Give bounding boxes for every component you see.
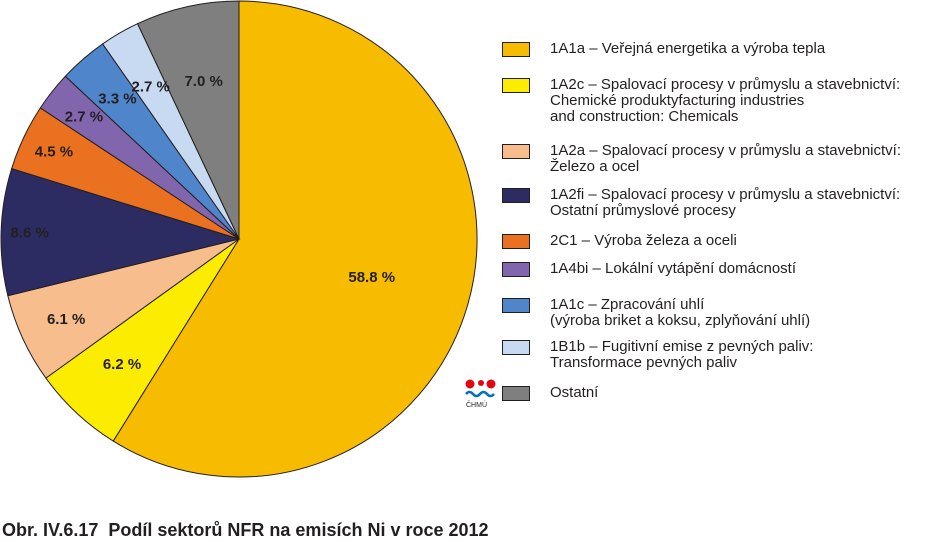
- legend-swatch: [502, 234, 530, 249]
- legend-label: 1A2a – Spalovací procesy v průmyslu a st…: [550, 142, 902, 175]
- figure-caption: Obr. IV.6.17 Podíl sektorů NFR na emisíc…: [2, 520, 489, 540]
- slice-value-label: 2.7 %: [65, 109, 103, 126]
- slice-value-label: 2.7 %: [132, 79, 170, 96]
- chmu-logo-icon: [465, 379, 496, 398]
- legend-swatch: [502, 386, 530, 401]
- legend-swatch: [502, 42, 530, 57]
- legend-swatch: [502, 78, 530, 93]
- pie-slice: [136, 0, 240, 240]
- legend-swatch: [502, 298, 530, 313]
- legend-swatch: [502, 144, 530, 159]
- legend-label: 1B1b – Fugitivní emise z pevných paliv: …: [550, 338, 814, 371]
- legend-label: Ostatní: [550, 384, 599, 401]
- legend-label: 1A2c – Spalovací procesy v průmyslu a st…: [550, 76, 901, 125]
- pie-slice: [0, 167, 241, 297]
- slice-value-label: 4.5 %: [35, 143, 73, 160]
- slice-value-label: 7.0 %: [184, 73, 222, 90]
- legend-label: 1A2fi – Spalovací procesy v průmyslu a s…: [550, 186, 901, 219]
- legend-label: 1A1a – Veřejná energetika a výroba tepla: [550, 40, 826, 57]
- legend-swatch: [502, 262, 530, 277]
- slice-value-label: 3.3 %: [98, 91, 136, 108]
- slice-value-label: 8.6 %: [10, 225, 48, 242]
- pie-chart: 58.8 % 6.2 % 6.1 % 8.6 % 4.5 % 2.7 %3.3 %2.7 …: [0, 0, 478, 478]
- pie-slice: [112, 0, 478, 478]
- logo-text: ČHMÚ: [466, 402, 487, 409]
- legend-label: 1A4bi – Lokální vytápění domácností: [550, 260, 796, 277]
- slice-value-label: 6.1 %: [47, 311, 85, 328]
- legend-label: 1A1c – Zpracování uhlí (výroba briket a …: [550, 296, 811, 329]
- legend-label: 2C1 – Výroba železa a oceli: [550, 232, 737, 249]
- legend-swatch: [502, 188, 530, 203]
- legend-swatch: [502, 340, 530, 355]
- slice-value-label: 58.8 %: [348, 269, 395, 286]
- pie-slices: [0, 0, 478, 478]
- slice-labels: 58.8 % 6.2 % 6.1 % 8.6 % 4.5 % 2.7 %3.3 %2.7 …: [10, 73, 395, 373]
- slice-value-label: 6.2 %: [103, 356, 141, 373]
